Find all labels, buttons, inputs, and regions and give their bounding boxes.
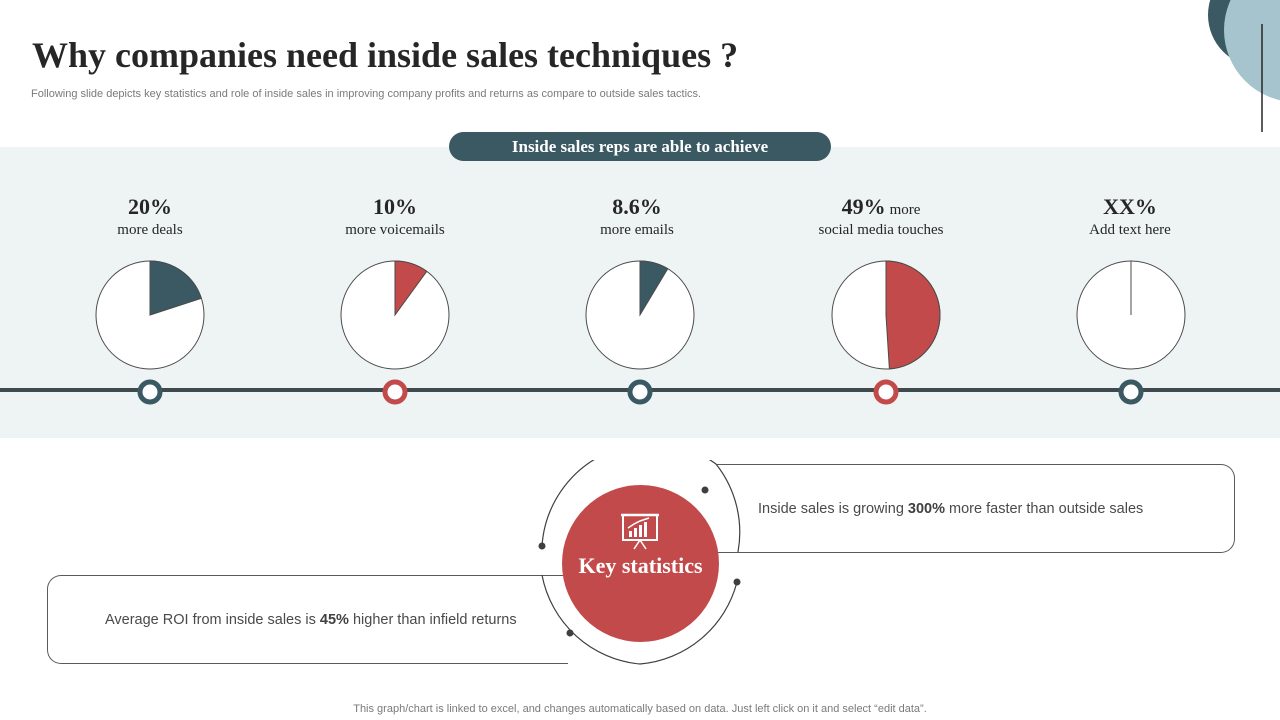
key-connector-arcs <box>538 460 741 665</box>
card-text-after: higher than infield returns <box>348 611 517 628</box>
page-subtitle: Following slide depicts key statistics a… <box>31 88 702 100</box>
pie-chart-deals <box>95 260 205 370</box>
pie-chart-emails <box>585 260 695 370</box>
stat-card-text: Average ROI from inside sales is 45% hig… <box>105 612 517 628</box>
card-highlight: 300% <box>907 500 946 517</box>
footer-note: This graph/chart is linked to excel, and… <box>353 703 927 715</box>
stat-placeholder: XX% Add text here <box>1020 194 1240 239</box>
stat-description: more emails <box>600 222 674 238</box>
stat-percent: 20% <box>128 194 172 219</box>
stat-card-text: Inside sales is growing 300% more faster… <box>758 501 1143 517</box>
stat-emails: 8.6% more emails <box>527 194 747 239</box>
banner-label: Inside sales reps are able to achieve <box>511 136 769 156</box>
stat-percent: 49% <box>841 194 886 219</box>
timeline-marker <box>873 379 899 405</box>
pie-slice <box>639 260 669 317</box>
timeline-marker <box>627 379 653 405</box>
key-statistics-circle: Key statistics <box>562 485 719 642</box>
stat-card-roi: Average ROI from inside sales is 45% hig… <box>47 575 568 664</box>
pie-slice <box>885 260 941 370</box>
stat-percent: 8.6% <box>612 194 662 219</box>
stat-description: Add text here <box>1089 222 1171 238</box>
pie-slice <box>149 260 202 316</box>
card-text-before: Inside sales is growing <box>758 500 908 517</box>
timeline-marker <box>137 379 163 405</box>
banner-pill: Inside sales reps are able to achieve <box>449 132 831 161</box>
stat-social: 49% more social media touches <box>771 194 991 239</box>
pie-slice <box>394 260 428 317</box>
timeline-marker <box>1118 379 1144 405</box>
stat-voicemails: 10% more voicemails <box>285 194 505 239</box>
stat-inline-text: more <box>889 202 921 218</box>
stat-description: social media touches <box>818 222 944 238</box>
card-highlight: 45% <box>319 611 349 628</box>
page-title: Why companies need inside sales techniqu… <box>32 35 739 75</box>
stat-percent: XX% <box>1103 194 1157 219</box>
stat-description: more deals <box>117 222 183 238</box>
card-text-after: more faster than outside sales <box>945 500 1144 517</box>
key-statistics-label: Key statistics <box>578 553 703 578</box>
pie-chart-placeholder <box>1076 260 1186 370</box>
stat-description: more voicemails <box>345 222 445 238</box>
pie-chart-social <box>831 260 941 370</box>
stat-card-growth: Inside sales is growing 300% more faster… <box>716 464 1235 553</box>
stat-percent: 10% <box>373 194 417 219</box>
corner-decoration <box>1208 0 1280 132</box>
timeline-marker <box>382 379 408 405</box>
presentation-chart-icon <box>621 513 659 550</box>
pie-chart-voicemails <box>340 260 450 370</box>
stat-deals: 20% more deals <box>40 194 260 239</box>
card-text-before: Average ROI from inside sales is <box>105 611 320 628</box>
